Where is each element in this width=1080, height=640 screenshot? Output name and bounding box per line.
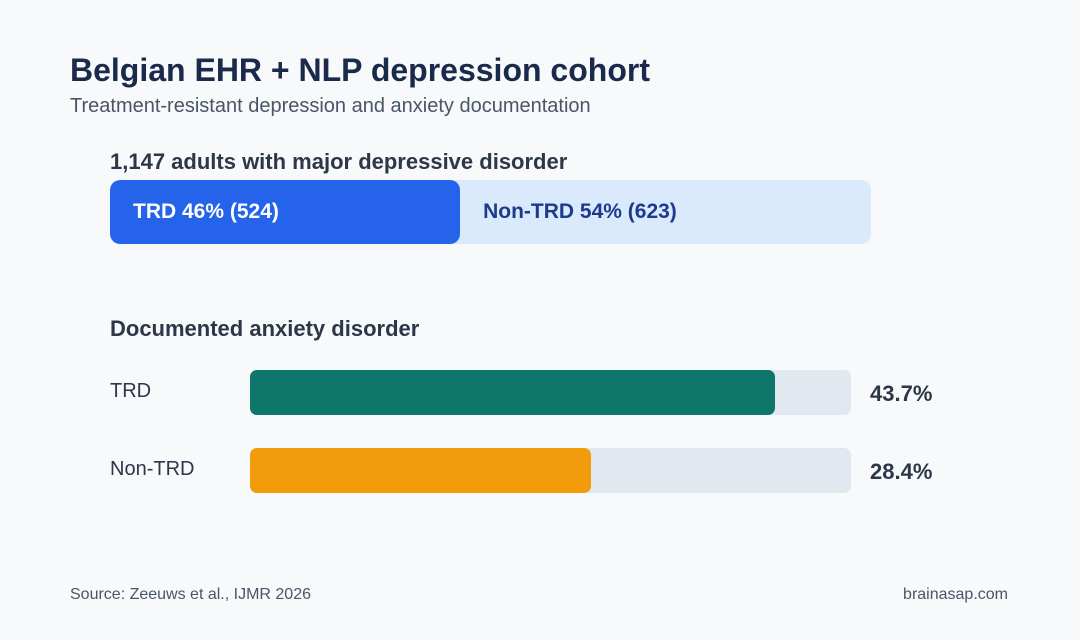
bar-fill-nontrd <box>250 448 592 493</box>
cohort-section-title: 1,147 adults with major depressive disor… <box>110 149 568 174</box>
brand-link[interactable]: brainasap.com <box>903 586 1008 603</box>
bar-value-trd: 43.7% <box>870 381 933 406</box>
chart-subtitle: Treatment-resistant depression and anxie… <box>70 95 591 117</box>
bar-label-nontrd: Non-TRD <box>110 458 195 480</box>
split-label-trd: TRD 46% (524) <box>133 200 279 223</box>
bar-fill-trd <box>250 370 776 415</box>
bar-track-nontrd <box>250 448 851 493</box>
split-segment-trd: TRD 46% (524) <box>110 180 461 244</box>
source-note: Source: Zeeuws et al., IJMR 2026 <box>70 586 311 603</box>
chart-title: Belgian EHR + NLP depression cohort <box>70 52 650 88</box>
split-label-nontrd: Non-TRD 54% (623) <box>483 200 677 223</box>
bar-track-trd <box>250 370 851 415</box>
cohort-split-bar: TRD 46% (524) Non-TRD 54% (623) <box>110 180 871 244</box>
bar-label-trd: TRD <box>110 380 152 402</box>
bar-value-nontrd: 28.4% <box>870 459 933 484</box>
anxiety-section-title: Documented anxiety disorder <box>110 316 420 341</box>
split-segment-nontrd: Non-TRD 54% (623) <box>460 180 871 244</box>
